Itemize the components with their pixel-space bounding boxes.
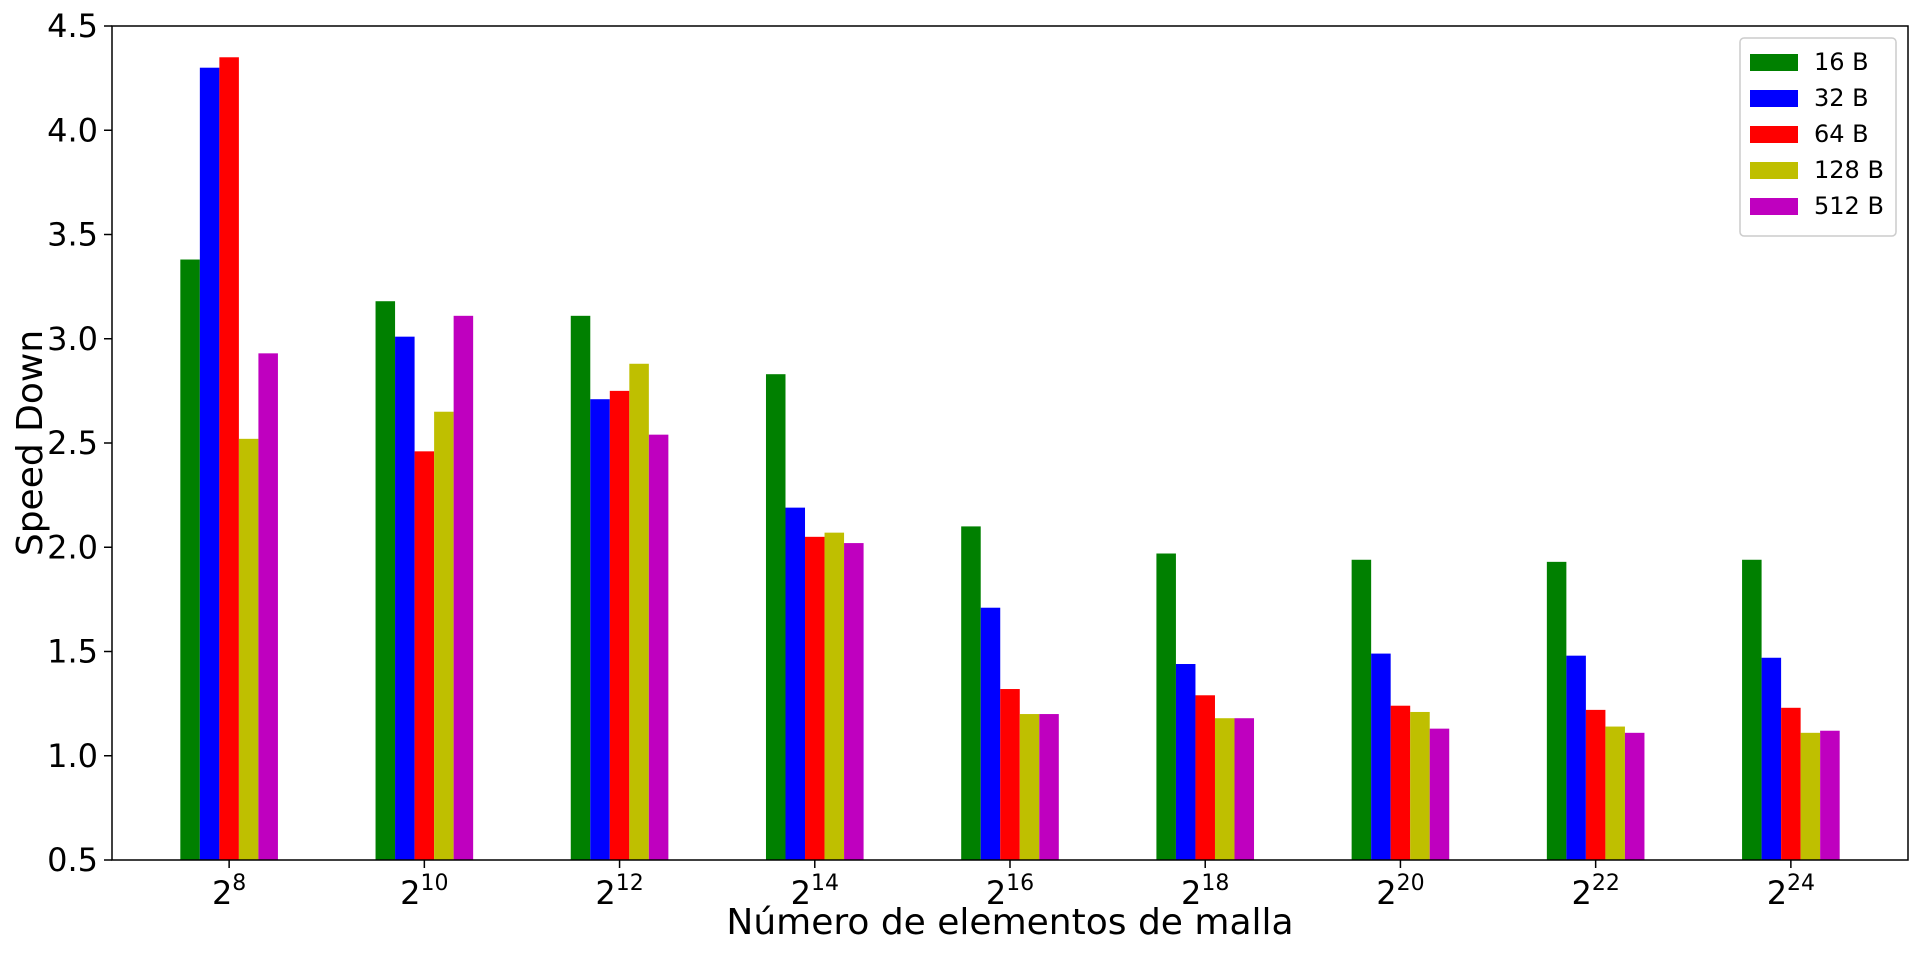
bar-64b-5 xyxy=(1195,695,1215,860)
x-tick-label: 214 xyxy=(791,871,839,912)
x-tick-exponent: 10 xyxy=(421,871,449,896)
x-tick-base: 2 xyxy=(212,874,232,912)
bar-64b-6 xyxy=(1390,705,1411,860)
bar-32b-5 xyxy=(1175,664,1196,860)
bar-32b-3 xyxy=(785,507,806,860)
x-tick-base: 2 xyxy=(595,874,615,912)
bar-32b-2 xyxy=(590,399,610,860)
bar-64b-4 xyxy=(1000,689,1020,860)
bar-64b-2 xyxy=(609,390,630,860)
bar-512b-2 xyxy=(648,434,669,860)
x-tick-label: 220 xyxy=(1376,871,1424,912)
x-tick-label: 224 xyxy=(1767,871,1815,912)
legend-swatch xyxy=(1750,198,1798,215)
bar-32b-8 xyxy=(1761,657,1782,860)
x-tick-base: 2 xyxy=(986,874,1006,912)
x-axis: 28 210 212 214 216 218 220 222 224 xyxy=(212,860,1815,912)
bar-512b-1 xyxy=(453,315,474,860)
bar-32b-0 xyxy=(199,67,220,860)
bar-512b-5 xyxy=(1234,718,1255,860)
bar-128b-4 xyxy=(1019,714,1040,860)
bar-16b-1 xyxy=(375,301,396,861)
bar-16b-3 xyxy=(765,374,786,860)
bar-64b-3 xyxy=(805,536,825,860)
bar-128b-8 xyxy=(1800,732,1821,860)
legend-label: 512 B xyxy=(1814,192,1884,220)
bar-512b-8 xyxy=(1820,730,1840,860)
y-axis-title: Speed Down xyxy=(10,330,51,556)
bars-group xyxy=(180,57,1840,861)
bar-128b-5 xyxy=(1214,718,1235,860)
x-tick-exponent: 14 xyxy=(811,871,839,896)
bar-16b-5 xyxy=(1156,553,1176,860)
legend-label: 128 B xyxy=(1814,156,1884,184)
x-tick-base: 2 xyxy=(1376,874,1396,912)
bar-16b-0 xyxy=(180,259,200,860)
y-axis: 0.5 1.0 1.5 2.0 2.5 3.0 3.5 4.0 4.5 xyxy=(47,7,112,879)
y-tick-label: 2.5 xyxy=(47,424,98,462)
bar-16b-8 xyxy=(1742,559,1762,860)
x-tick-exponent: 22 xyxy=(1592,871,1620,896)
bar-16b-6 xyxy=(1351,559,1372,860)
legend-swatch xyxy=(1750,126,1798,143)
bar-64b-7 xyxy=(1585,709,1606,860)
x-tick-base: 2 xyxy=(400,874,420,912)
x-tick-base: 2 xyxy=(1571,874,1591,912)
legend-label: 16 B xyxy=(1814,48,1869,76)
x-tick-base: 2 xyxy=(791,874,811,912)
y-tick-label: 2.0 xyxy=(47,528,98,566)
x-tick-exponent: 18 xyxy=(1201,871,1229,896)
bar-512b-6 xyxy=(1429,728,1450,860)
bar-16b-7 xyxy=(1546,561,1567,860)
bar-128b-6 xyxy=(1410,711,1430,860)
legend: 16 B 32 B 64 B 128 B 512 B xyxy=(1739,37,1897,237)
x-tick-base: 2 xyxy=(1181,874,1201,912)
bar-16b-4 xyxy=(961,526,981,860)
bar-32b-1 xyxy=(395,336,415,860)
bar-512b-3 xyxy=(844,543,864,860)
bar-128b-7 xyxy=(1605,726,1625,860)
bar-512b-4 xyxy=(1039,714,1059,860)
legend-label: 32 B xyxy=(1814,84,1869,112)
x-tick-label: 28 xyxy=(212,871,246,912)
x-tick-label: 212 xyxy=(595,871,643,912)
y-tick-label: 1.5 xyxy=(47,633,98,671)
x-tick-base: 2 xyxy=(1767,874,1787,912)
bar-64b-0 xyxy=(219,57,239,860)
bar-512b-7 xyxy=(1624,732,1645,860)
legend-box xyxy=(1739,37,1897,237)
y-tick-label: 1.0 xyxy=(47,737,98,775)
x-tick-exponent: 8 xyxy=(232,871,246,896)
bar-128b-2 xyxy=(629,363,649,860)
bar-64b-8 xyxy=(1781,707,1801,860)
x-tick-exponent: 12 xyxy=(616,871,644,896)
legend-swatch xyxy=(1750,54,1798,71)
bar-32b-7 xyxy=(1566,655,1586,860)
bar-32b-4 xyxy=(980,607,1001,860)
x-tick-label: 216 xyxy=(986,871,1034,912)
x-tick-label: 218 xyxy=(1181,871,1229,912)
bar-128b-3 xyxy=(824,532,845,860)
legend-swatch xyxy=(1750,162,1798,179)
x-axis-title: Número de elementos de malla xyxy=(726,902,1293,943)
bar-512b-0 xyxy=(258,353,278,860)
legend-label: 64 B xyxy=(1814,120,1869,148)
legend-swatch xyxy=(1750,90,1798,107)
y-tick-label: 4.5 xyxy=(47,7,98,45)
bar-64b-1 xyxy=(414,451,435,860)
x-tick-label: 222 xyxy=(1571,871,1619,912)
y-tick-label: 3.0 xyxy=(47,320,98,358)
x-tick-label: 210 xyxy=(400,871,448,912)
y-tick-label: 3.5 xyxy=(47,216,98,254)
bar-16b-2 xyxy=(570,315,591,860)
y-tick-label: 0.5 xyxy=(47,841,98,879)
bar-128b-0 xyxy=(238,438,259,860)
x-tick-exponent: 16 xyxy=(1006,871,1034,896)
x-tick-exponent: 24 xyxy=(1787,871,1815,896)
x-tick-exponent: 20 xyxy=(1397,871,1425,896)
bar-128b-1 xyxy=(434,411,454,860)
bar-32b-6 xyxy=(1371,653,1391,860)
y-tick-label: 4.0 xyxy=(47,111,98,149)
